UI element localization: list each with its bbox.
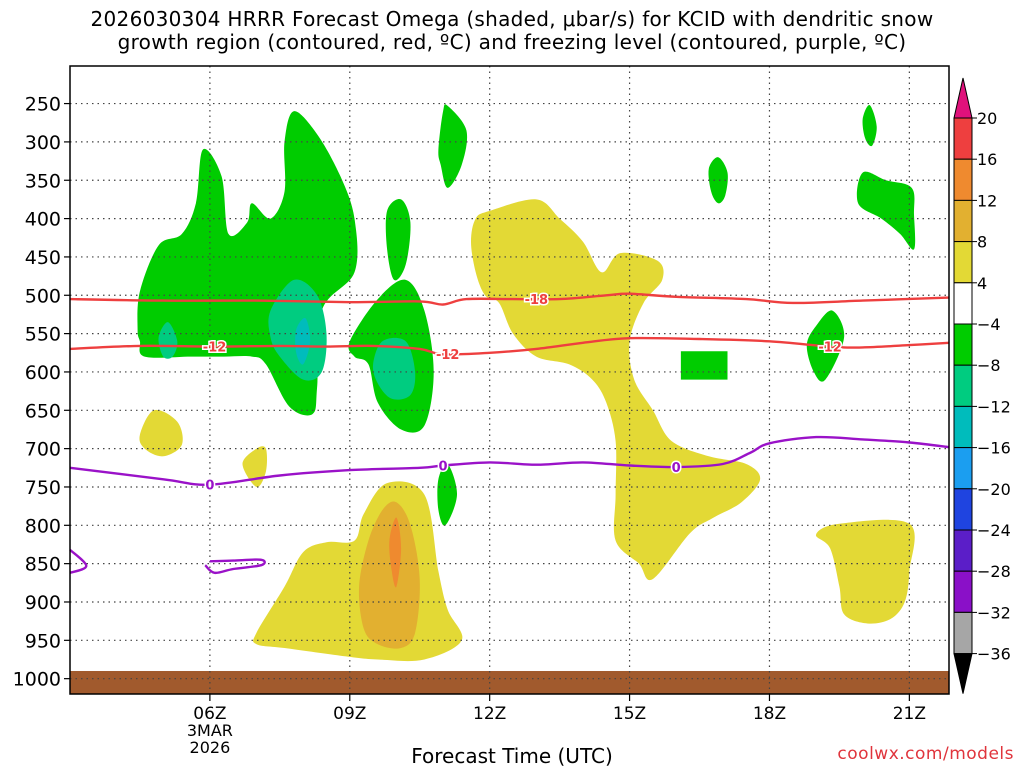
- colorbar-bottom-cap: [953, 653, 973, 694]
- y-tick-label-550: 550: [25, 324, 61, 346]
- colorbar-label-4: 4: [977, 274, 987, 293]
- omega-region-green-small-11: [437, 463, 458, 526]
- omega-region-yellow-left-small: [139, 409, 183, 457]
- below-ground-shading: [70, 670, 949, 694]
- omega-region-yellow-20z: [815, 519, 915, 624]
- y-tick-label-500: 500: [25, 285, 61, 307]
- y-tick-label-350: 350: [25, 170, 61, 192]
- omega-region-cyan-08z: [295, 318, 311, 365]
- y-tick-label-700: 700: [25, 439, 61, 461]
- colorbar-bin-11: [953, 570, 973, 613]
- y-tick-label-650: 650: [25, 400, 61, 422]
- x-axis-title: Forecast Time (UTC): [411, 744, 613, 768]
- red-contour-1: [69, 336, 950, 356]
- x-tick-label-12Z: 12Z: [473, 704, 506, 724]
- omega-region-green-20-right: [856, 171, 916, 250]
- colorbar-bin-3: [953, 241, 973, 284]
- colorbar-bin-7: [953, 405, 973, 449]
- colorbar-bin-9: [953, 488, 973, 531]
- red-contour-label-3: -12: [818, 341, 842, 356]
- colorbar-top-cap: [953, 77, 973, 119]
- y-tick-label-400: 400: [25, 209, 61, 231]
- purple-contour-label-2: 0: [672, 461, 681, 476]
- omega-region-gold-10z: [358, 501, 420, 649]
- purple-contour-4: [204, 558, 266, 575]
- colorbar-bin-6: [953, 364, 973, 407]
- red-contour-0: [69, 292, 950, 306]
- purple-contour-3: [69, 548, 88, 574]
- x-tick-label-21Z: 21Z: [893, 704, 926, 724]
- credit-link[interactable]: coolwx.com/models: [837, 744, 1014, 764]
- y-tick-label-750: 750: [25, 477, 61, 499]
- x-tick-label-15Z: 15Z: [613, 704, 646, 724]
- colorbar-bin-5: [953, 323, 973, 366]
- chart-title-line-2: growth region (contoured, red, ºC) and f…: [117, 30, 907, 54]
- y-tick-label-1000: 1000: [13, 669, 61, 691]
- x-tick-label-06Z: 06Z: [193, 704, 226, 724]
- colorbar-label-1: 16: [977, 150, 997, 169]
- y-tick-label-800: 800: [25, 515, 61, 537]
- colorbar-bin-10: [953, 529, 973, 572]
- colorbar-label-11: −28: [977, 562, 1011, 581]
- omega-region-yellow-big-12z: [471, 199, 761, 581]
- colorbar-bin-1: [953, 158, 973, 201]
- y-tick-label-450: 450: [25, 247, 61, 269]
- colorbar-label-6: −8: [977, 356, 1001, 375]
- omega-region-teal-left: [158, 322, 178, 359]
- colorbar-label-10: −24: [977, 521, 1011, 540]
- omega-region-green-16: [680, 351, 728, 380]
- y-tick-label-250: 250: [25, 94, 61, 116]
- x-tick-label-09Z: 09Z: [333, 704, 366, 724]
- colorbar-bin-8: [953, 447, 973, 490]
- x-tick-label-18Z: 18Z: [753, 704, 786, 724]
- colorbar-label-3: 8: [977, 233, 987, 252]
- colorbar-bin-last: [953, 611, 973, 655]
- red-contour-label-0: -18: [525, 293, 549, 308]
- omega-region-green-17: [708, 157, 728, 204]
- omega-region-green-tall-11: [438, 104, 468, 188]
- y-tick-label-900: 900: [25, 592, 61, 614]
- gridlines: [70, 66, 949, 694]
- omega-region-teal-10z: [372, 337, 416, 400]
- colorbar-label-13: −36: [977, 645, 1011, 664]
- y-tick-label-300: 300: [25, 132, 61, 154]
- x-tick-sublabel-year: 2026: [190, 738, 231, 757]
- colorbar-label-8: −16: [977, 439, 1011, 458]
- omega-region-green-450: [385, 199, 411, 281]
- contours: -18 -12 -12 -12 0 0 0: [69, 292, 950, 575]
- colorbar-label-12: −32: [977, 603, 1011, 622]
- colorbar-label-7: −12: [977, 397, 1011, 416]
- x-tick-sublabel-date: 3MAR: [187, 721, 233, 740]
- omega-region-green-20-top: [862, 104, 877, 147]
- y-axis: 250 300 350 400 450 500 550 600 650 700 750 800 850 9…: [13, 94, 70, 691]
- purple-contour-label-0: 0: [205, 479, 214, 494]
- omega-shading: [70, 104, 949, 694]
- colorbar-bin-2: [953, 199, 973, 243]
- colorbar-label-2: 12: [977, 191, 997, 210]
- purple-contour-0: [69, 435, 950, 486]
- colorbar: 20 16 12 8 4 −4 −8 −12 −16 −20 −24 −28 −32 −36: [953, 77, 1011, 694]
- y-tick-label-950: 950: [25, 630, 61, 652]
- colorbar-label-0: 20: [977, 109, 997, 128]
- y-tick-label-600: 600: [25, 362, 61, 384]
- plot-frame: [69, 65, 950, 695]
- omega-region-orange-10z: [389, 517, 402, 588]
- colorbar-bin-0: [953, 117, 973, 160]
- colorbar-label-5: −4: [977, 315, 1001, 334]
- y-tick-label-850: 850: [25, 554, 61, 576]
- colorbar-label-9: −20: [977, 480, 1011, 499]
- chart-title-line-1: 2026030304 HRRR Forecast Omega (shaded, …: [90, 7, 934, 31]
- purple-contour-label-1: 0: [439, 459, 448, 474]
- red-contour-label-2: -12: [436, 348, 460, 363]
- red-contour-label-1: -12: [203, 341, 227, 356]
- colorbar-bin-4: [953, 282, 973, 325]
